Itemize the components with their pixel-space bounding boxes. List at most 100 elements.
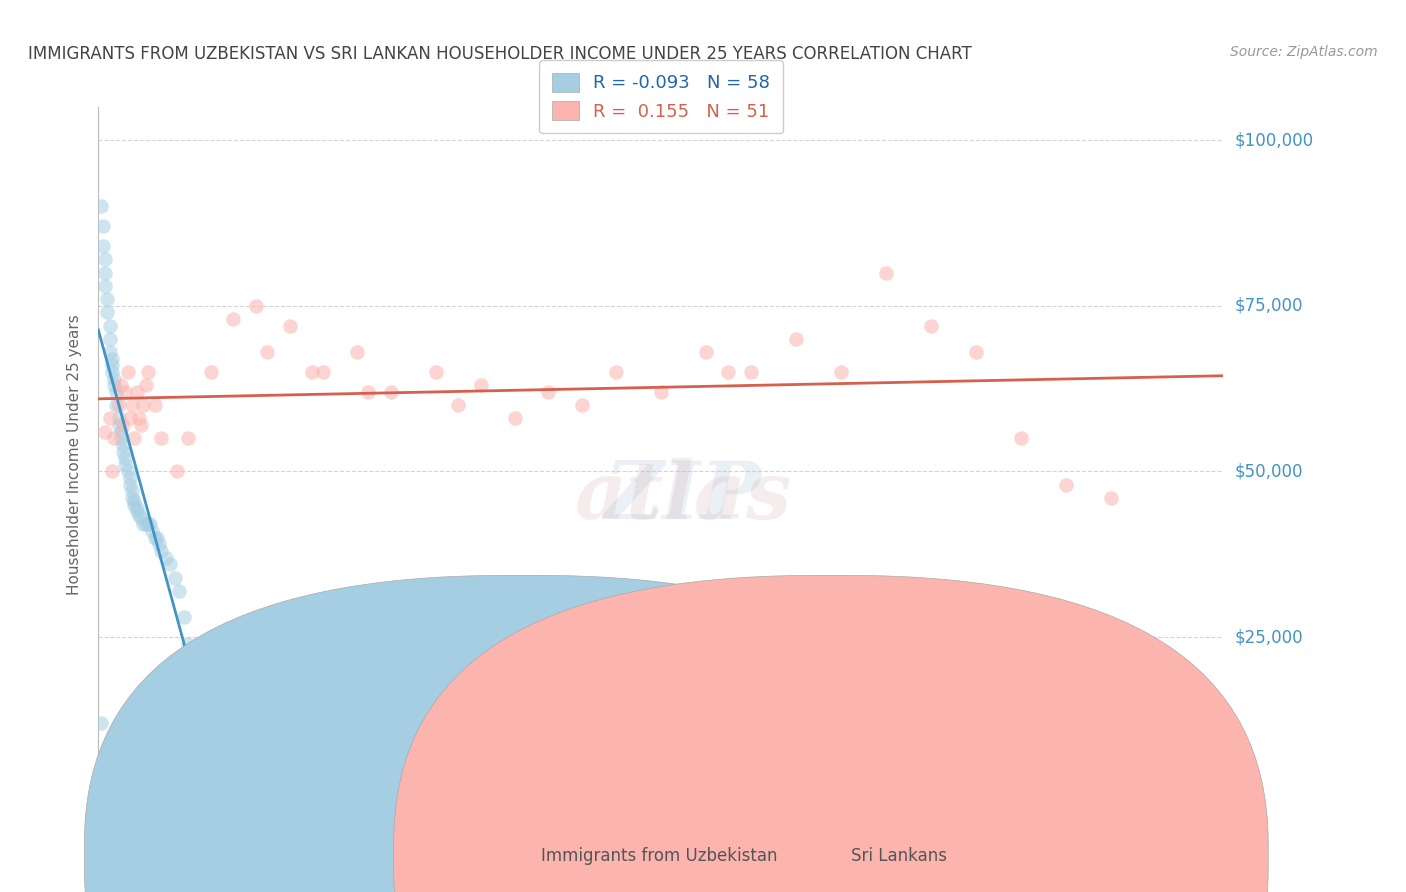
Point <box>110 425 132 439</box>
Point <box>91 219 114 234</box>
Point <box>155 550 177 565</box>
Point <box>186 697 208 711</box>
Point <box>105 398 128 412</box>
Point <box>256 345 278 359</box>
Point <box>129 418 152 433</box>
Point <box>117 365 139 379</box>
Point <box>139 517 162 532</box>
Point <box>103 378 125 392</box>
Point <box>124 431 146 445</box>
Point <box>121 484 143 499</box>
Point <box>163 570 186 584</box>
Point <box>94 425 117 439</box>
Point <box>148 537 170 551</box>
Point <box>118 411 141 425</box>
Point <box>118 471 141 485</box>
Point <box>98 318 121 333</box>
Text: $100,000: $100,000 <box>1234 131 1313 149</box>
Point <box>830 365 852 379</box>
Point <box>110 431 132 445</box>
Point <box>301 365 323 379</box>
Point <box>740 365 762 379</box>
Point <box>785 332 807 346</box>
Text: atlas: atlas <box>575 458 792 535</box>
Point <box>571 398 593 412</box>
Point <box>105 384 128 399</box>
Point <box>90 716 112 731</box>
Point <box>94 279 117 293</box>
Point <box>177 637 200 651</box>
Point <box>101 359 124 373</box>
Text: Sri Lankans: Sri Lankans <box>851 847 946 865</box>
Point <box>150 544 173 558</box>
Point <box>125 504 148 518</box>
Point <box>278 318 301 333</box>
Point <box>91 239 114 253</box>
Point <box>346 345 368 359</box>
Point <box>124 498 146 512</box>
Point <box>425 365 447 379</box>
Point <box>94 252 117 267</box>
Point <box>173 610 195 624</box>
Point <box>177 431 200 445</box>
Point <box>128 508 150 522</box>
Point <box>695 345 717 359</box>
Text: Source: ZipAtlas.com: Source: ZipAtlas.com <box>1230 45 1378 59</box>
Point <box>195 730 218 744</box>
Point <box>312 365 335 379</box>
Point <box>132 398 155 412</box>
Point <box>1054 477 1077 491</box>
Point <box>117 465 139 479</box>
Point <box>125 384 148 399</box>
Point <box>132 517 155 532</box>
Point <box>112 418 135 433</box>
Text: IMMIGRANTS FROM UZBEKISTAN VS SRI LANKAN HOUSEHOLDER INCOME UNDER 25 YEARS CORRE: IMMIGRANTS FROM UZBEKISTAN VS SRI LANKAN… <box>28 45 972 62</box>
Point <box>143 531 166 545</box>
Point <box>118 477 141 491</box>
Point <box>135 378 157 392</box>
Point <box>717 365 740 379</box>
Point <box>101 351 124 366</box>
Point <box>98 332 121 346</box>
Point <box>605 365 627 379</box>
Point <box>537 384 560 399</box>
Point <box>112 438 135 452</box>
Point <box>98 411 121 425</box>
Point <box>875 266 897 280</box>
Point <box>181 663 204 677</box>
Point <box>114 458 136 472</box>
Point <box>125 500 148 515</box>
Point <box>124 494 146 508</box>
Point <box>470 378 492 392</box>
Text: $25,000: $25,000 <box>1234 628 1303 646</box>
Text: ZIP: ZIP <box>605 458 762 535</box>
Point <box>121 398 143 412</box>
Point <box>96 305 118 319</box>
Point <box>101 465 124 479</box>
Point <box>222 312 245 326</box>
Point <box>166 465 188 479</box>
Point <box>112 444 135 458</box>
Point <box>110 378 132 392</box>
Point <box>107 411 129 425</box>
Point <box>204 743 226 757</box>
Point <box>136 365 159 379</box>
Point <box>96 292 118 306</box>
Text: 0.0%: 0.0% <box>98 833 141 851</box>
Text: 50.0%: 50.0% <box>1171 833 1223 851</box>
Point <box>143 398 166 412</box>
Point <box>141 524 163 538</box>
Point <box>135 517 157 532</box>
Point <box>107 398 129 412</box>
Text: $75,000: $75,000 <box>1234 297 1303 315</box>
Point <box>146 531 169 545</box>
Point <box>200 365 222 379</box>
Point <box>380 384 402 399</box>
Point <box>503 411 526 425</box>
Point <box>98 345 121 359</box>
Point <box>920 318 942 333</box>
Y-axis label: Householder Income Under 25 years: Householder Income Under 25 years <box>67 315 83 595</box>
Point <box>965 345 987 359</box>
Point <box>650 384 672 399</box>
Point <box>114 384 136 399</box>
